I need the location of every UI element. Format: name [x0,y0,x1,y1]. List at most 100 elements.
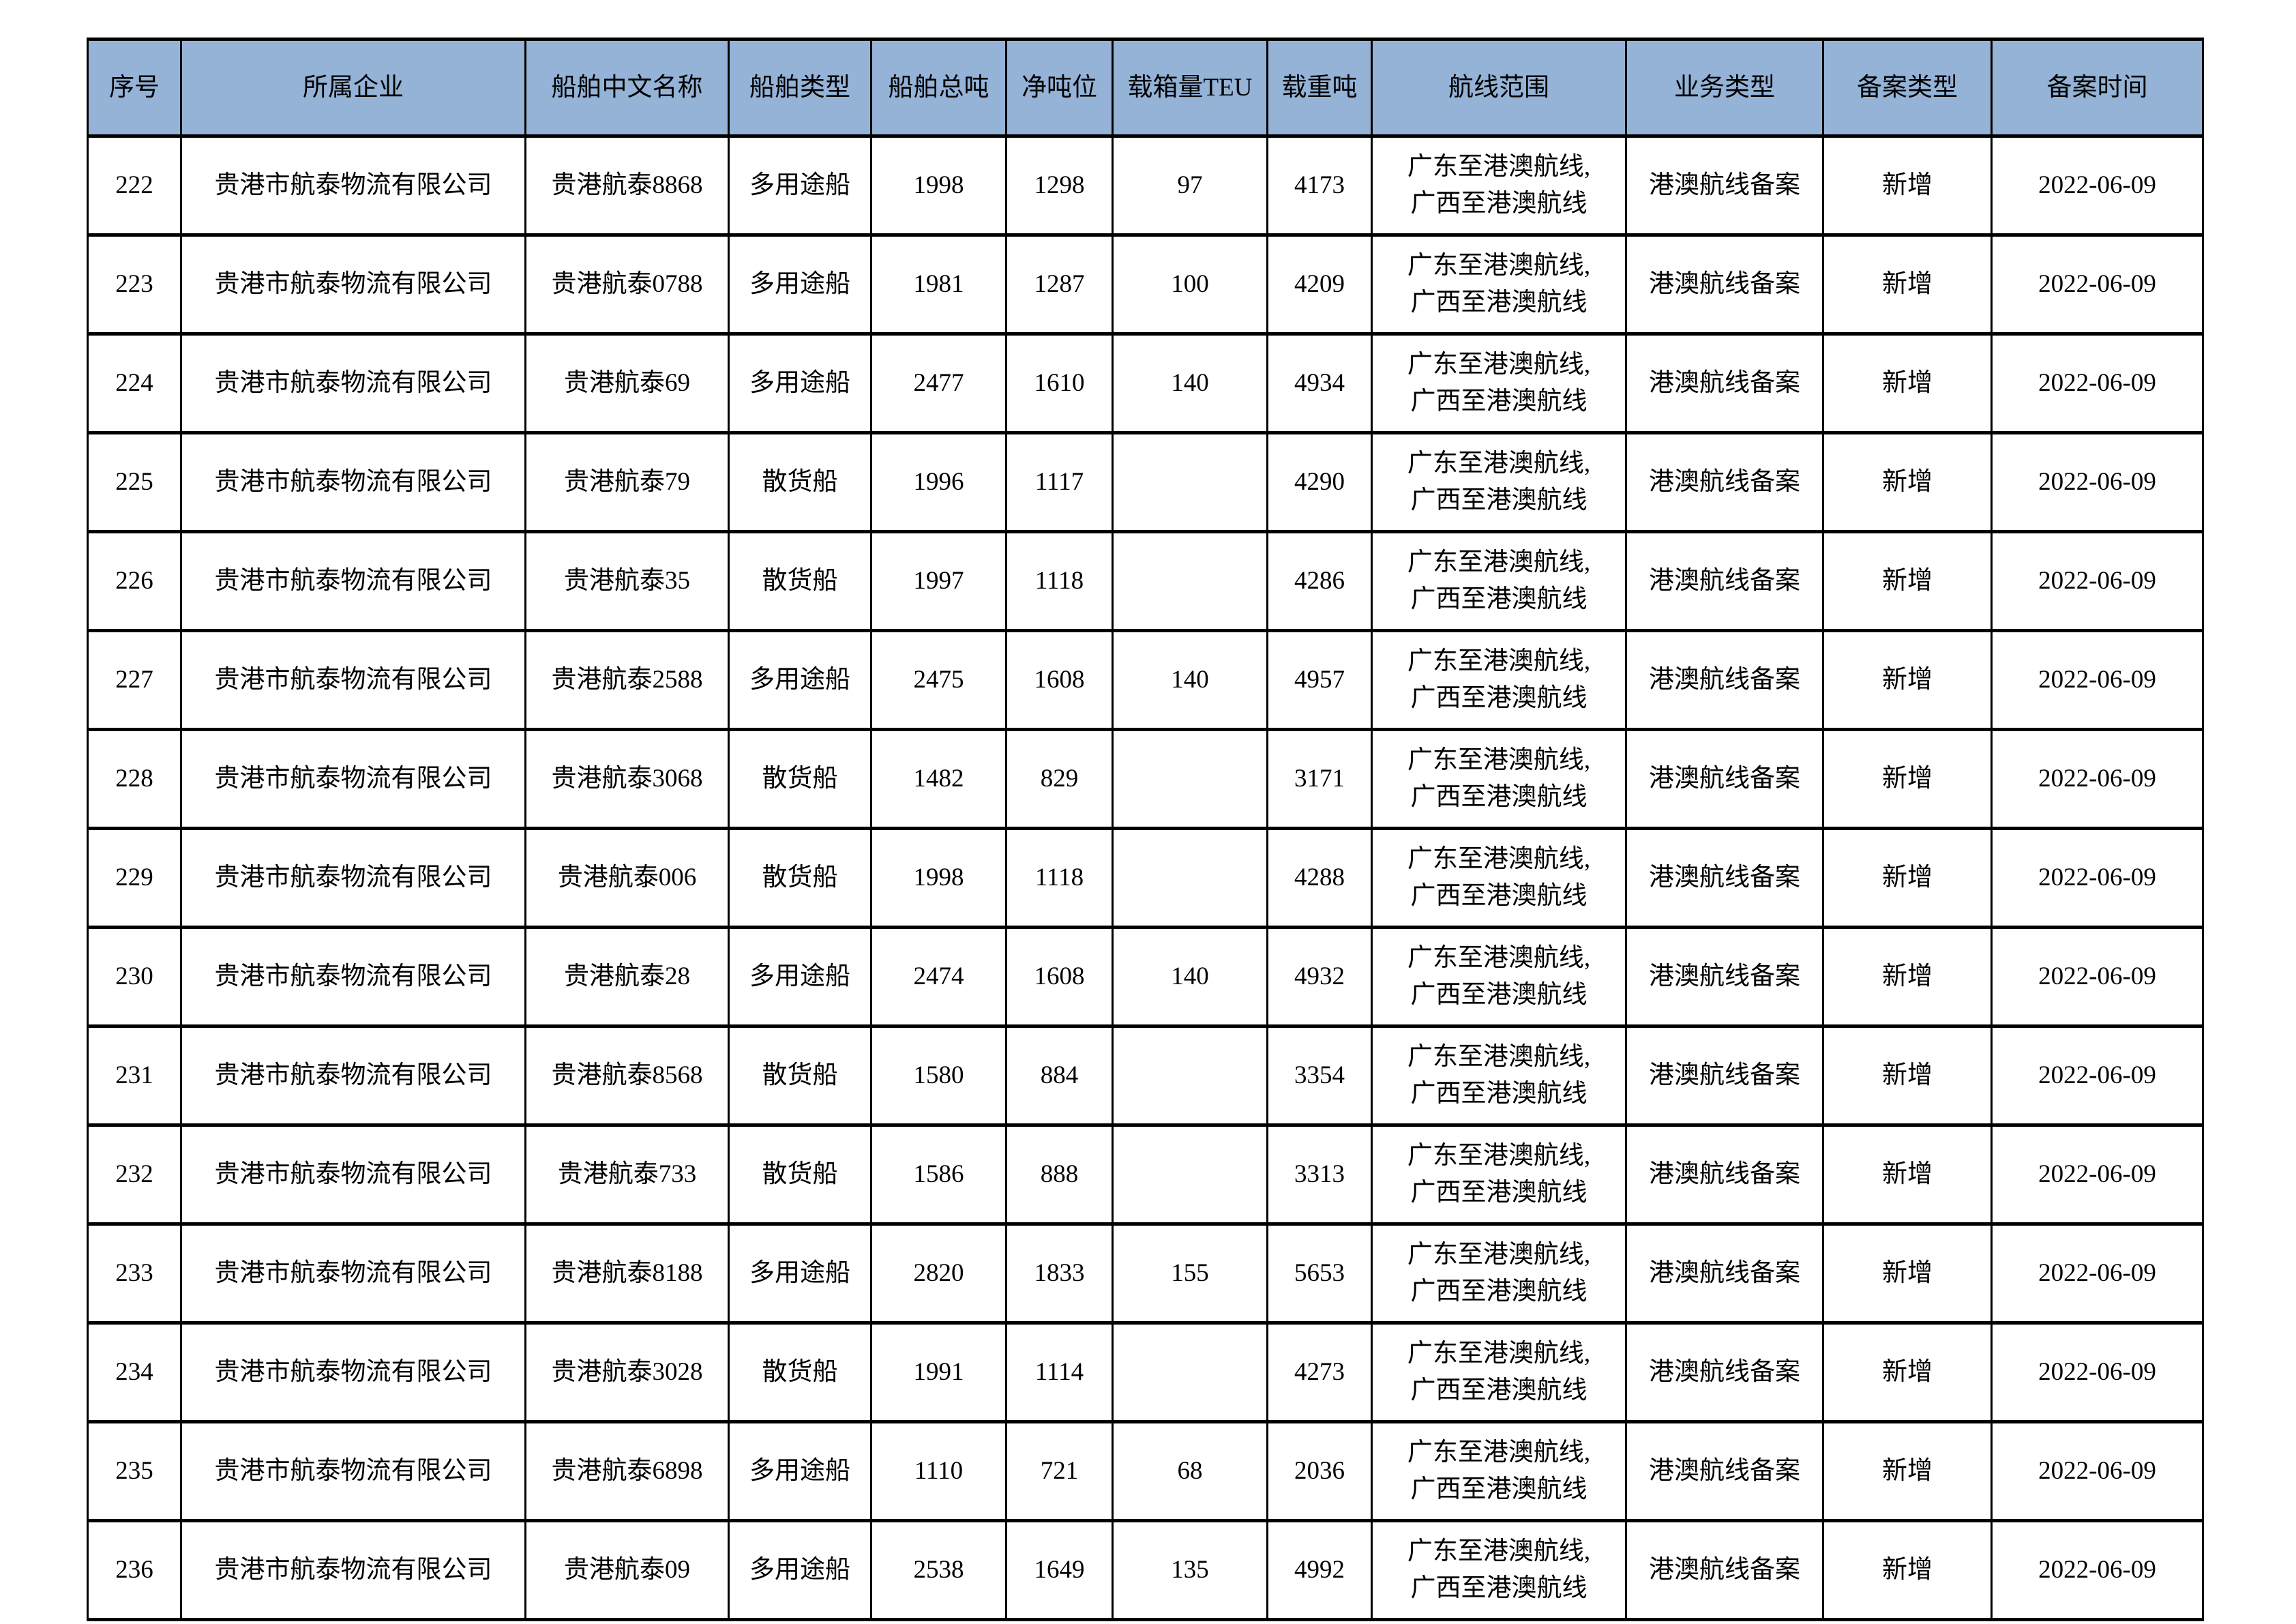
filing-type-cell: 新增 [1822,1321,1993,1423]
filing-date-cell: 2022-06-09 [1991,1222,2204,1325]
gross-tonnage-cell: 1991 [870,1321,1007,1423]
filing-type-cell: 新增 [1822,1519,1993,1621]
route-cell: 广东至港澳航线, 广西至港澳航线 [1371,1024,1627,1127]
business-type-cell: 港澳航线备案 [1625,233,1824,336]
ship-name-cell: 贵港航泰006 [524,827,730,929]
teu-capacity-cell [1112,431,1268,533]
ship-name-cell: 贵港航泰69 [524,332,730,434]
deadweight-cell: 2036 [1266,1420,1373,1522]
serial-cell: 232 [87,1123,182,1226]
company-cell: 贵港市航泰物流有限公司 [180,332,526,434]
route-cell: 广东至港澳航线, 广西至港澳航线 [1371,1519,1627,1621]
serial-cell: 234 [87,1321,182,1423]
ship-type-cell: 多用途船 [728,332,872,434]
company-cell: 贵港市航泰物流有限公司 [180,1519,526,1621]
company-cell: 贵港市航泰物流有限公司 [180,1321,526,1423]
net-tonnage-cell: 1610 [1005,332,1114,434]
ship-name-cell: 贵港航泰8188 [524,1222,730,1325]
teu-capacity-cell [1112,530,1268,632]
deadweight-cell: 4288 [1266,827,1373,929]
net-tonnage-cell: 1117 [1005,431,1114,533]
net-tonnage-cell: 1649 [1005,1519,1114,1621]
company-cell: 贵港市航泰物流有限公司 [180,530,526,632]
net-tonnage-cell: 1608 [1005,926,1114,1028]
business-type-cell: 港澳航线备案 [1625,1222,1824,1325]
teu-capacity-cell [1112,827,1268,929]
ship-type-cell: 散货船 [728,431,872,533]
filing-type-cell: 新增 [1822,926,1993,1028]
teu-capacity-cell: 155 [1112,1222,1268,1325]
ship-name-cell: 贵港航泰79 [524,431,730,533]
route-cell: 广东至港澳航线, 广西至港澳航线 [1371,728,1627,830]
company-cell: 贵港市航泰物流有限公司 [180,827,526,929]
ship-name-cell: 贵港航泰8868 [524,134,730,237]
filing-type-cell: 新增 [1822,1420,1993,1522]
ship-name-cell: 贵港航泰28 [524,926,730,1028]
business-type-cell: 港澳航线备案 [1625,134,1824,237]
table-row: 224 贵港市航泰物流有限公司 贵港航泰69 多用途船 2477 1610 14… [87,332,2204,434]
col-header-teu-capacity: 载箱量TEU [1112,38,1268,138]
route-cell: 广东至港澳航线, 广西至港澳航线 [1371,1321,1627,1423]
col-header-net-tonnage: 净吨位 [1005,38,1114,138]
teu-capacity-cell [1112,1321,1268,1423]
business-type-cell: 港澳航线备案 [1625,1123,1824,1226]
teu-capacity-cell [1112,728,1268,830]
serial-cell: 230 [87,926,182,1028]
table-row: 226 贵港市航泰物流有限公司 贵港航泰35 散货船 1997 1118 428… [87,530,2204,632]
company-cell: 贵港市航泰物流有限公司 [180,431,526,533]
filing-type-cell: 新增 [1822,431,1993,533]
ship-name-cell: 贵港航泰0788 [524,233,730,336]
deadweight-cell: 3354 [1266,1024,1373,1127]
gross-tonnage-cell: 1586 [870,1123,1007,1226]
filing-type-cell: 新增 [1822,1024,1993,1127]
serial-cell: 229 [87,827,182,929]
deadweight-cell: 4932 [1266,926,1373,1028]
filing-date-cell: 2022-06-09 [1991,1519,2204,1621]
ship-type-cell: 散货船 [728,1024,872,1127]
col-header-filing-type: 备案类型 [1822,38,1993,138]
col-header-company: 所属企业 [180,38,526,138]
route-cell: 广东至港澳航线, 广西至港澳航线 [1371,1420,1627,1522]
header-row: 序号 所属企业 船舶中文名称 船舶类型 船舶总吨 净吨位 载箱量TEU 载重吨 … [87,38,2204,138]
filing-type-cell: 新增 [1822,1222,1993,1325]
filing-date-cell: 2022-06-09 [1991,728,2204,830]
ship-type-cell: 多用途船 [728,629,872,731]
filing-date-cell: 2022-06-09 [1991,1123,2204,1226]
gross-tonnage-cell: 1998 [870,134,1007,237]
teu-capacity-cell: 97 [1112,134,1268,237]
teu-capacity-cell: 135 [1112,1519,1268,1621]
filing-date-cell: 2022-06-09 [1991,1420,2204,1522]
route-cell: 广东至港澳航线, 广西至港澳航线 [1371,827,1627,929]
gross-tonnage-cell: 2820 [870,1222,1007,1325]
ship-type-cell: 多用途船 [728,926,872,1028]
filing-type-cell: 新增 [1822,728,1993,830]
teu-capacity-cell [1112,1123,1268,1226]
deadweight-cell: 4173 [1266,134,1373,237]
business-type-cell: 港澳航线备案 [1625,728,1824,830]
filing-date-cell: 2022-06-09 [1991,134,2204,237]
teu-capacity-cell: 140 [1112,332,1268,434]
deadweight-cell: 4209 [1266,233,1373,336]
serial-cell: 236 [87,1519,182,1621]
gross-tonnage-cell: 2538 [870,1519,1007,1621]
deadweight-cell: 4992 [1266,1519,1373,1621]
teu-capacity-cell: 68 [1112,1420,1268,1522]
route-cell: 广东至港澳航线, 广西至港澳航线 [1371,332,1627,434]
gross-tonnage-cell: 1482 [870,728,1007,830]
route-cell: 广东至港澳航线, 广西至港澳航线 [1371,926,1627,1028]
company-cell: 贵港市航泰物流有限公司 [180,233,526,336]
company-cell: 贵港市航泰物流有限公司 [180,1123,526,1226]
net-tonnage-cell: 721 [1005,1420,1114,1522]
ship-type-cell: 多用途船 [728,1519,872,1621]
ship-type-cell: 散货船 [728,1321,872,1423]
net-tonnage-cell: 1833 [1005,1222,1114,1325]
filing-type-cell: 新增 [1822,530,1993,632]
col-header-serial: 序号 [87,38,182,138]
table-row: 222 贵港市航泰物流有限公司 贵港航泰8868 多用途船 1998 1298 … [87,134,2204,237]
business-type-cell: 港澳航线备案 [1625,1420,1824,1522]
route-cell: 广东至港澳航线, 广西至港澳航线 [1371,1123,1627,1226]
deadweight-cell: 4290 [1266,431,1373,533]
route-cell: 广东至港澳航线, 广西至港澳航线 [1371,530,1627,632]
business-type-cell: 港澳航线备案 [1625,827,1824,929]
